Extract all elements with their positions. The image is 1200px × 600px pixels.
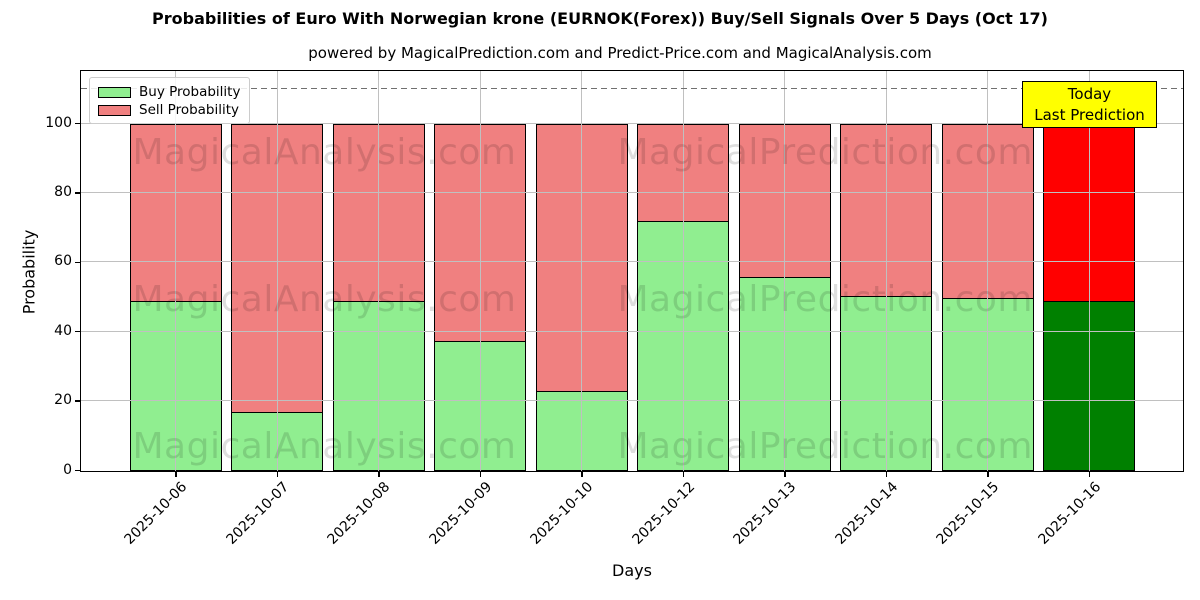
y-tick-label: 60 xyxy=(54,253,72,270)
x-tick-label: 2025-10-08 xyxy=(324,479,394,548)
x-tick-label: 2025-10-09 xyxy=(425,479,495,548)
gridline-vertical xyxy=(378,71,379,471)
gridline-vertical xyxy=(581,71,582,471)
x-tick-mark xyxy=(175,472,177,477)
x-tick-label: 2025-10-15 xyxy=(933,479,1003,548)
gridline-vertical xyxy=(784,71,785,471)
gridline-vertical xyxy=(479,71,481,471)
sell-color-swatch xyxy=(98,104,131,116)
x-tick-label: 2025-10-07 xyxy=(222,479,292,548)
legend: Buy Probability Sell Probability xyxy=(89,77,251,124)
gridline-vertical xyxy=(175,71,176,471)
watermark-text: MagicalPrediction.com xyxy=(617,278,1033,320)
legend-item-buy: Buy Probability xyxy=(98,83,240,101)
watermark-text: MagicalPrediction.com xyxy=(617,425,1033,467)
gridline-vertical xyxy=(1088,71,1090,471)
annotation-line-1: Today xyxy=(1067,84,1112,103)
y-tick-label: 40 xyxy=(54,322,72,339)
chart-title: Probabilities of Euro With Norwegian kro… xyxy=(152,9,1048,28)
gridline-horizontal xyxy=(81,261,1183,263)
watermark-text: MagicalAnalysis.com xyxy=(132,278,517,320)
y-tick-label: 0 xyxy=(63,461,72,478)
x-tick-mark xyxy=(276,472,279,477)
x-tick-label: 2025-10-10 xyxy=(527,479,597,548)
gridline-horizontal xyxy=(81,400,1183,402)
x-tick-mark xyxy=(885,472,888,477)
threshold-dashed-line xyxy=(81,87,1183,90)
legend-buy-label: Buy Probability xyxy=(139,84,241,100)
y-axis-label: Probability xyxy=(19,229,39,315)
gridline-horizontal xyxy=(81,122,1183,124)
x-tick-label: 2025-10-06 xyxy=(121,479,191,548)
x-tick-mark xyxy=(581,472,583,477)
y-tick-label: 100 xyxy=(45,114,72,131)
x-tick-label: 2025-10-12 xyxy=(628,479,698,548)
watermark-text: MagicalAnalysis.com xyxy=(132,425,517,467)
y-tick-mark xyxy=(75,261,80,264)
x-tick-mark xyxy=(987,472,989,477)
buy-color-swatch xyxy=(98,86,131,98)
gridline-vertical xyxy=(885,71,887,471)
plot-area: MagicalAnalysis.com MagicalPrediction.com… xyxy=(80,70,1184,472)
y-tick-label: 20 xyxy=(54,392,72,409)
gridline-horizontal xyxy=(81,191,1183,193)
y-tick-label: 80 xyxy=(54,183,72,200)
watermark-text: MagicalAnalysis.com xyxy=(132,132,517,173)
legend-sell-label: Sell Probability xyxy=(139,102,240,118)
gridline-vertical xyxy=(987,71,988,471)
legend-item-sell: Sell Probability xyxy=(98,101,240,119)
gridline-horizontal xyxy=(81,330,1183,332)
x-tick-mark xyxy=(784,472,786,477)
y-tick-mark xyxy=(75,122,80,125)
x-tick-mark xyxy=(682,472,685,477)
x-tick-mark xyxy=(479,472,482,477)
x-tick-mark xyxy=(1088,472,1091,477)
y-tick-mark xyxy=(75,330,80,333)
y-tick-mark xyxy=(75,192,80,194)
x-tick-label: 2025-10-14 xyxy=(831,479,901,548)
watermark-text: MagicalPrediction.com xyxy=(617,132,1033,173)
x-tick-mark xyxy=(378,472,380,477)
x-tick-label: 2025-10-16 xyxy=(1034,479,1104,548)
annotation-line-2: Last Prediction xyxy=(1034,105,1145,124)
today-annotation-box: Today Last Prediction xyxy=(1022,81,1157,128)
y-tick-mark xyxy=(75,400,80,402)
chart-subtitle: powered by MagicalPrediction.com and Pre… xyxy=(308,44,932,62)
gridline-vertical xyxy=(276,71,278,471)
y-tick-mark xyxy=(75,469,80,472)
x-axis-label: Days xyxy=(612,561,652,580)
gridline-vertical xyxy=(682,71,684,471)
x-tick-label: 2025-10-13 xyxy=(730,479,800,548)
